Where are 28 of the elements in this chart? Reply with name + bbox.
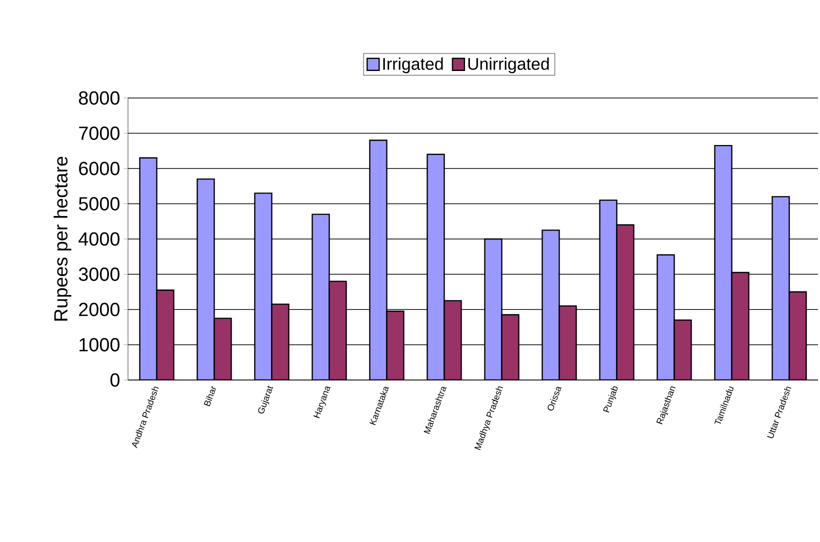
bar	[312, 214, 330, 380]
y-axis-title: Rupees per hectare	[54, 156, 72, 321]
bar	[254, 192, 272, 380]
y-tick-label: 6000	[79, 162, 120, 176]
bar	[772, 196, 790, 380]
y-tick-label: 1000	[80, 338, 120, 352]
bar	[656, 254, 675, 380]
y-tick-label: 8000	[78, 91, 120, 105]
y-tick-label: 2000	[79, 302, 120, 316]
bar	[484, 238, 502, 380]
bar	[196, 178, 215, 380]
x-tick-label: Orissa	[548, 386, 562, 411]
bar	[714, 144, 732, 380]
bar	[542, 230, 560, 380]
y-tick-label: 0	[110, 373, 120, 387]
bar	[599, 200, 618, 380]
y-tick-label: 5000	[78, 197, 120, 210]
x-tick-label: Punjab	[603, 386, 618, 413]
y-tick-label: 4000	[78, 232, 120, 246]
x-tick-label: Gujarat	[258, 386, 274, 414]
y-tick-label: 7000	[79, 126, 120, 140]
y-tick-label: 3000	[78, 268, 120, 281]
bar	[369, 140, 388, 380]
bar	[426, 154, 445, 380]
legend-label: Unirrigated	[468, 57, 549, 74]
legend-label: Irrigated	[383, 57, 443, 74]
bar	[139, 157, 158, 380]
x-tick-label: Bihar	[204, 386, 216, 406]
